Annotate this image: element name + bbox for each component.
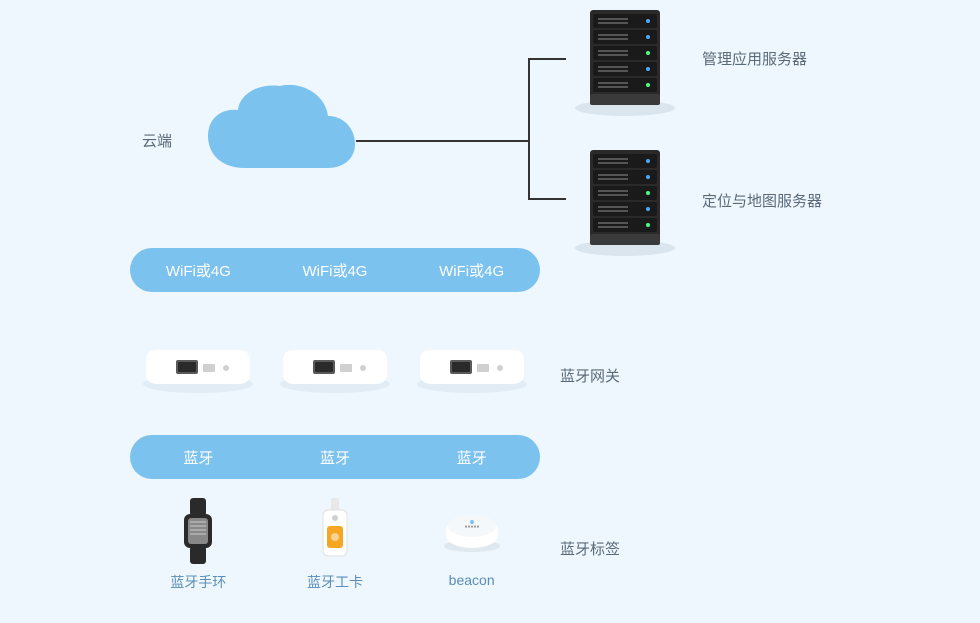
tag-band-label: 蓝牙手环: [138, 572, 258, 592]
bluetooth-pill: 蓝牙 蓝牙 蓝牙: [130, 435, 540, 479]
gateway-device-icon: [275, 340, 395, 395]
connector-line: [528, 58, 530, 200]
server-label-location: 定位与地图服务器: [702, 190, 822, 211]
wifi-label: WiFi或4G: [302, 260, 367, 281]
bt-label: 蓝牙: [457, 447, 487, 468]
gateway-label: 蓝牙网关: [560, 365, 620, 386]
gateway-device-icon: [138, 340, 258, 395]
wifi-label: WiFi或4G: [166, 260, 231, 281]
connector-line: [528, 198, 566, 200]
svg-text:●●●●●: ●●●●●: [464, 524, 479, 530]
gateway-device-icon: [412, 340, 532, 395]
bt-label: 蓝牙: [183, 447, 213, 468]
tag-beacon-label: beacon: [412, 572, 532, 588]
band-icon: [138, 496, 258, 566]
tag-card: 蓝牙工卡: [275, 496, 395, 592]
connector-line: [356, 140, 528, 142]
bt-label: 蓝牙: [320, 447, 350, 468]
server-icon-location: [570, 140, 680, 260]
card-icon: [275, 496, 395, 566]
gateway-row: [130, 340, 540, 395]
beacon-icon: ●●●●●: [412, 496, 532, 566]
tags-label: 蓝牙标签: [560, 538, 620, 559]
cloud-icon: [200, 78, 360, 188]
tag-card-label: 蓝牙工卡: [275, 572, 395, 592]
wifi-label: WiFi或4G: [439, 260, 504, 281]
tag-band: 蓝牙手环: [138, 496, 258, 592]
server-icon-management: [570, 0, 680, 120]
tags-row: 蓝牙手环 蓝牙工卡 ●●●●● beacon: [130, 496, 540, 592]
cloud-label: 云端: [142, 130, 172, 151]
server-label-management: 管理应用服务器: [702, 48, 807, 69]
connector-line: [528, 58, 566, 60]
wifi-4g-pill: WiFi或4G WiFi或4G WiFi或4G: [130, 248, 540, 292]
tag-beacon: ●●●●● beacon: [412, 496, 532, 592]
